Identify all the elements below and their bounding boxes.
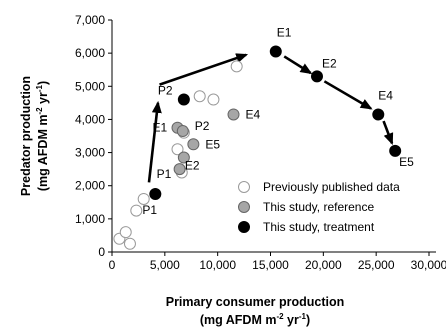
y-axis-title-line1: Predator production xyxy=(19,76,33,196)
label-this-study-reference-e5: E5 xyxy=(205,137,220,151)
y-tick-label-0: 0 xyxy=(98,245,105,259)
point-this-study-reference-e2 xyxy=(177,151,190,164)
legend-marker-gray xyxy=(238,201,250,213)
legend: Previously published data This study, re… xyxy=(238,180,400,234)
label-this-study-reference-e2: E2 xyxy=(185,159,200,173)
point-this-study-treatment-e1 xyxy=(269,45,282,58)
point-this-study-reference-e4 xyxy=(227,108,240,121)
point-this-study-reference-p2 xyxy=(176,125,189,138)
label-this-study-reference-p2: P2 xyxy=(195,119,210,133)
y-tick-label-3: 3,000 xyxy=(75,146,105,160)
arrow-2 xyxy=(159,53,249,86)
arrow-3 xyxy=(283,55,313,75)
point-this-study-treatment-p2 xyxy=(177,93,190,106)
point-previously-published-data-4 xyxy=(130,204,143,217)
x-axis-title-line1: Primary consumer production xyxy=(166,295,345,309)
point-this-study-treatment-e5 xyxy=(389,144,402,157)
x-axis-title-line2: (mg AFDM m-2 yr-1) xyxy=(200,312,310,327)
point-this-study-treatment-e2 xyxy=(310,70,323,83)
data-points xyxy=(113,45,402,250)
label-this-study-reference-e4: E4 xyxy=(246,107,261,121)
trajectory-arrows xyxy=(147,53,394,183)
point-labels: E1 P2 E2 P1 E5 E4 P1 P2 E1 E2 E4 E5 xyxy=(142,25,414,217)
point-previously-published-data-5 xyxy=(137,192,150,205)
legend-marker-open xyxy=(238,181,250,193)
point-previously-published-data-9 xyxy=(193,90,206,103)
y-tick-label-2: 2,000 xyxy=(75,179,105,193)
label-this-study-treatment-p2: P2 xyxy=(158,84,173,98)
arrow-5 xyxy=(382,120,394,146)
point-previously-published-data-11 xyxy=(230,60,243,73)
ticks: 0 5,000 10,000 15,000 20,000 25,000 30,000 0 1,0… xyxy=(75,13,446,272)
label-this-study-treatment-e2: E2 xyxy=(322,56,337,70)
legend-item-reference: This study, reference xyxy=(238,200,374,214)
point-this-study-reference-p1 xyxy=(173,163,186,176)
point-previously-published-data-3 xyxy=(123,237,136,250)
legend-label-previously-published: Previously published data xyxy=(263,180,400,194)
x-axis-title: Primary consumer production (mg AFDM m-2… xyxy=(166,295,345,327)
label-this-study-treatment-p1: P1 xyxy=(142,203,157,217)
x-tick-label-4: 20,000 xyxy=(305,258,342,272)
label-this-study-treatment-e1: E1 xyxy=(277,25,292,39)
label-this-study-reference-e1: E1 xyxy=(153,121,168,135)
legend-label-reference: This study, reference xyxy=(263,200,374,214)
point-previously-published-data-6 xyxy=(171,143,184,156)
point-this-study-treatment-e4 xyxy=(372,108,385,121)
point-previously-published-data-10 xyxy=(207,93,220,106)
legend-item-treatment: This study, treatment xyxy=(238,220,375,234)
legend-marker-black xyxy=(238,221,250,233)
y-tick-label-1: 1,000 xyxy=(75,212,105,226)
axes xyxy=(111,20,436,253)
y-axis-title: Predator production (mg AFDM m-2 yr-1) xyxy=(19,76,50,196)
x-tick-label-5: 25,000 xyxy=(358,258,395,272)
x-tick-label-0: 0 xyxy=(109,258,116,272)
legend-label-treatment: This study, treatment xyxy=(263,220,375,234)
y-tick-label-5: 5,000 xyxy=(75,79,105,93)
label-this-study-treatment-e5: E5 xyxy=(399,155,414,169)
y-tick-label-4: 4,000 xyxy=(75,112,105,126)
x-tick-label-1: 5,000 xyxy=(150,258,180,272)
x-tick-label-3: 15,000 xyxy=(252,258,289,272)
arrow-4 xyxy=(323,80,373,110)
point-this-study-reference-e5 xyxy=(187,138,200,151)
y-axis-title-line2: (mg AFDM m-2 yr-1) xyxy=(35,81,50,191)
legend-item-previously-published: Previously published data xyxy=(238,180,400,194)
label-this-study-treatment-e4: E4 xyxy=(378,88,393,102)
y-tick-label-7: 7,000 xyxy=(75,13,105,27)
point-previously-published-data-2 xyxy=(119,226,132,239)
y-tick-label-6: 6,000 xyxy=(75,46,105,60)
label-this-study-reference-p1: P1 xyxy=(157,167,172,181)
x-tick-label-6: 30,000 xyxy=(411,258,446,272)
arrow-1 xyxy=(147,100,162,183)
point-this-study-treatment-p1 xyxy=(149,188,162,200)
x-tick-label-2: 10,000 xyxy=(199,258,236,272)
